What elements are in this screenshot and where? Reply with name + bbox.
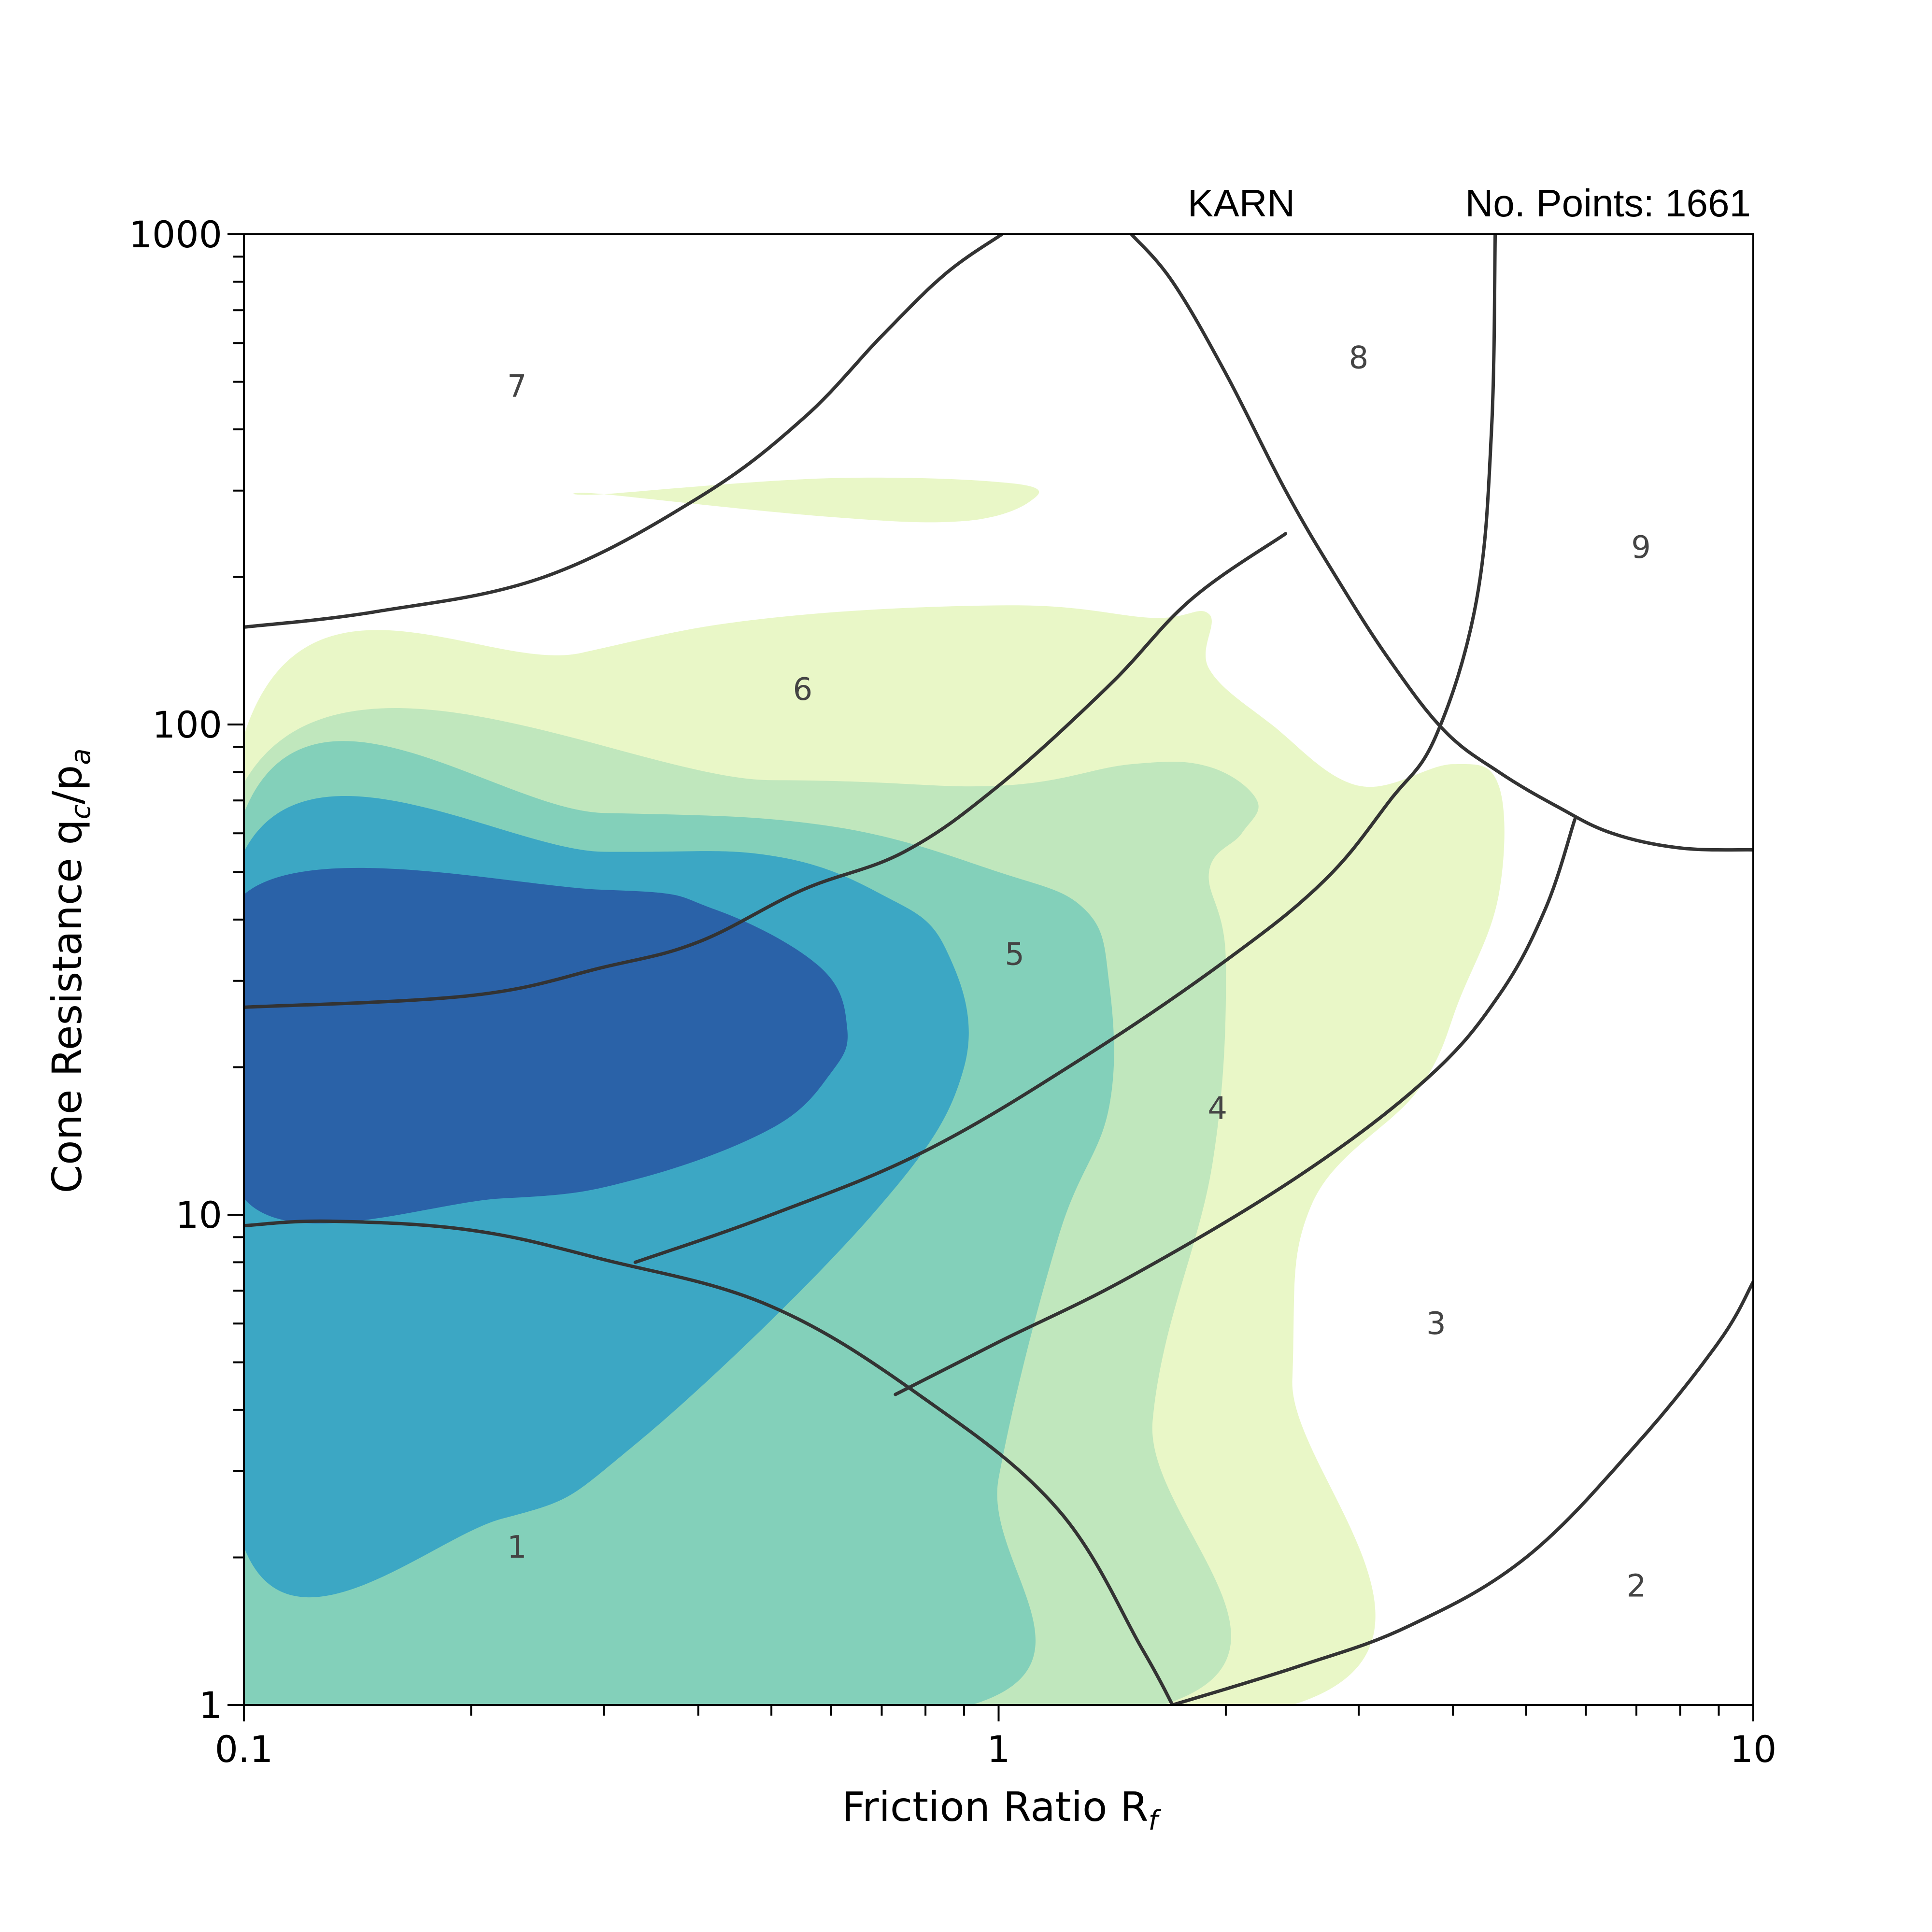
density-contour-level-1-1 xyxy=(541,668,843,714)
zone-label-6: 6 xyxy=(793,672,812,708)
header-left: KARN xyxy=(1188,182,1295,225)
zone-label-4: 4 xyxy=(1208,1091,1227,1126)
zone-boundary-5 xyxy=(244,532,1288,1009)
x-tick-label-0: 0.1 xyxy=(215,1728,273,1771)
y-axis-label: Cone Resistance qc/pa xyxy=(43,748,97,1193)
zone-label-3: 3 xyxy=(1426,1306,1446,1342)
zone-label-7: 7 xyxy=(507,369,527,405)
zone-labels: 1 2 3 4 5 6 7 8 9 xyxy=(507,341,1651,1605)
zone-boundary-7 xyxy=(1130,234,1753,852)
y-tick-label-2: 100 xyxy=(152,703,222,746)
y-tick-label-3: 1000 xyxy=(129,213,222,256)
zone-boundary-1 xyxy=(244,1219,1175,1705)
zone-boundaries xyxy=(244,234,1753,1705)
zone-label-5: 5 xyxy=(1005,937,1024,973)
zone-label-2: 2 xyxy=(1627,1568,1647,1604)
header-right: No. Points: 1661 xyxy=(1465,182,1751,225)
density-contour-level-1-2 xyxy=(573,477,1039,523)
y-axis-label-mid: /p xyxy=(43,765,91,805)
x-tick-label-2: 10 xyxy=(1730,1728,1777,1771)
y-axis-ticks: 1 10 100 1000 xyxy=(129,213,244,1727)
y-tick-label-0: 1 xyxy=(199,1684,222,1727)
density-contour-level-5-6 xyxy=(244,867,848,1223)
y-axis-label-sub2: a xyxy=(65,748,97,765)
zone-boundary-6 xyxy=(244,234,1004,629)
zone-label-9: 9 xyxy=(1631,530,1651,566)
zone-label-1: 1 xyxy=(507,1530,527,1565)
y-axis-label-sub1: c xyxy=(65,804,97,819)
y-tick-label-1: 10 xyxy=(175,1193,222,1236)
y-axis-label-main: Cone Resistance q xyxy=(43,819,91,1193)
zone-label-8: 8 xyxy=(1349,341,1369,376)
x-axis-ticks: 0.1 1 10 xyxy=(215,1705,1777,1771)
density-contours xyxy=(244,477,1505,1705)
zone-boundary-3 xyxy=(894,818,1577,1396)
zone-boundary-2 xyxy=(1171,1280,1753,1705)
x-tick-label-1: 1 xyxy=(987,1728,1010,1771)
x-axis-label: Friction Ratio Rf xyxy=(842,1783,1162,1836)
x-axis-label-main: Friction Ratio R xyxy=(842,1783,1149,1831)
zone-boundary-4 xyxy=(633,234,1497,1264)
